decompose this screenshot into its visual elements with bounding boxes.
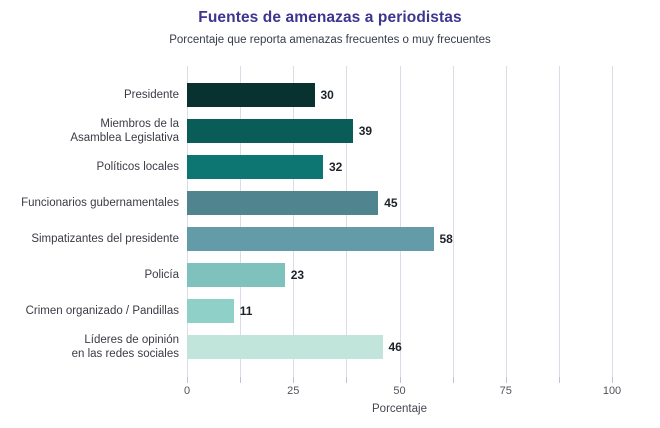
axis-tick-label: 50 [393, 385, 406, 397]
bar-track: 30 [187, 77, 612, 113]
axis-tick [187, 377, 188, 383]
category-label: Líderes de opinión en las redes sociales [71, 333, 179, 360]
value-label: 11 [239, 304, 253, 318]
gridline [293, 66, 295, 377]
value-label: 45 [384, 196, 398, 210]
bar-track: 32 [187, 149, 612, 185]
value-label: 46 [388, 340, 402, 354]
bar [187, 191, 379, 215]
value-label: 23 [290, 268, 305, 282]
gridline [505, 66, 507, 377]
axis-tick-label: 0 [183, 385, 191, 397]
axis-tick [346, 377, 348, 383]
axis-tick-label: 100 [602, 385, 622, 397]
gridline [452, 66, 454, 377]
value-label: 30 [320, 88, 334, 102]
chart-subtitle: Porcentaje que reporta amenazas frecuent… [169, 34, 491, 46]
category-label: Presidente [124, 88, 179, 101]
axis-tick [399, 377, 401, 383]
gridline [612, 66, 613, 377]
bar-track: 46 [187, 329, 612, 365]
value-label: 39 [358, 124, 373, 138]
axis-tick [452, 377, 454, 383]
bar-row: Simpatizantes del presidente 58 [0, 221, 612, 257]
bar-track: 11 [187, 293, 612, 329]
axis-tick [612, 377, 613, 383]
bar-track: 23 [187, 257, 612, 293]
gridline [399, 66, 401, 377]
category-label: Simpatizantes del presidente [31, 232, 179, 245]
value-label: 32 [329, 160, 343, 174]
axis-tick [293, 377, 295, 383]
category-label: Crimen organizado / Pandillas [25, 304, 179, 317]
bar-track: 58 [187, 221, 612, 257]
bar-track: 39 [187, 113, 612, 149]
category-label: Miembros de la Asamblea Legislativa [70, 117, 179, 144]
value-label: 58 [439, 232, 453, 246]
bar-row: Crimen organizado / Pandillas 11 [0, 293, 612, 329]
x-axis-ticks [187, 377, 613, 384]
axis-tick [558, 377, 560, 383]
bar [187, 299, 234, 323]
bar-row: Miembros de la Asamblea Legislativa 39 [0, 113, 612, 149]
category-label: Políticos locales [96, 160, 179, 173]
bar [187, 263, 285, 287]
gridline [558, 66, 560, 377]
chart-title: Fuentes de amenazas a periodistas [198, 9, 462, 26]
gridline [240, 66, 242, 377]
gridlines [187, 66, 613, 377]
bar [187, 83, 315, 107]
axis-tick [240, 377, 242, 383]
gridline [346, 66, 348, 377]
bar-track: 45 [187, 185, 612, 221]
bar-rows: Presidente 30 Miembros de la Asamblea Legi… [0, 77, 612, 365]
bar-row: Presidente 30 [0, 77, 612, 113]
axis-tick-label: 25 [287, 385, 300, 397]
bar-row: Funcionarios gubernamentales 45 [0, 185, 612, 221]
x-axis-title: Porcentaje [372, 403, 427, 415]
axis-tick [505, 377, 507, 383]
bar-row: Líderes de opinión en las redes sociales… [0, 329, 612, 365]
bar-row: Policía 23 [0, 257, 612, 293]
bar [187, 335, 383, 359]
axis-tick-label: 75 [499, 385, 512, 397]
category-label: Funcionarios gubernamentales [21, 196, 179, 209]
bar-row: Políticos locales 32 [0, 149, 612, 185]
x-axis-tick-labels: 0 25 50 75 100 [183, 385, 621, 399]
category-label: Policía [144, 268, 179, 281]
bar [187, 119, 353, 143]
bar [187, 227, 434, 251]
gridline [187, 66, 188, 377]
bar [187, 155, 323, 179]
